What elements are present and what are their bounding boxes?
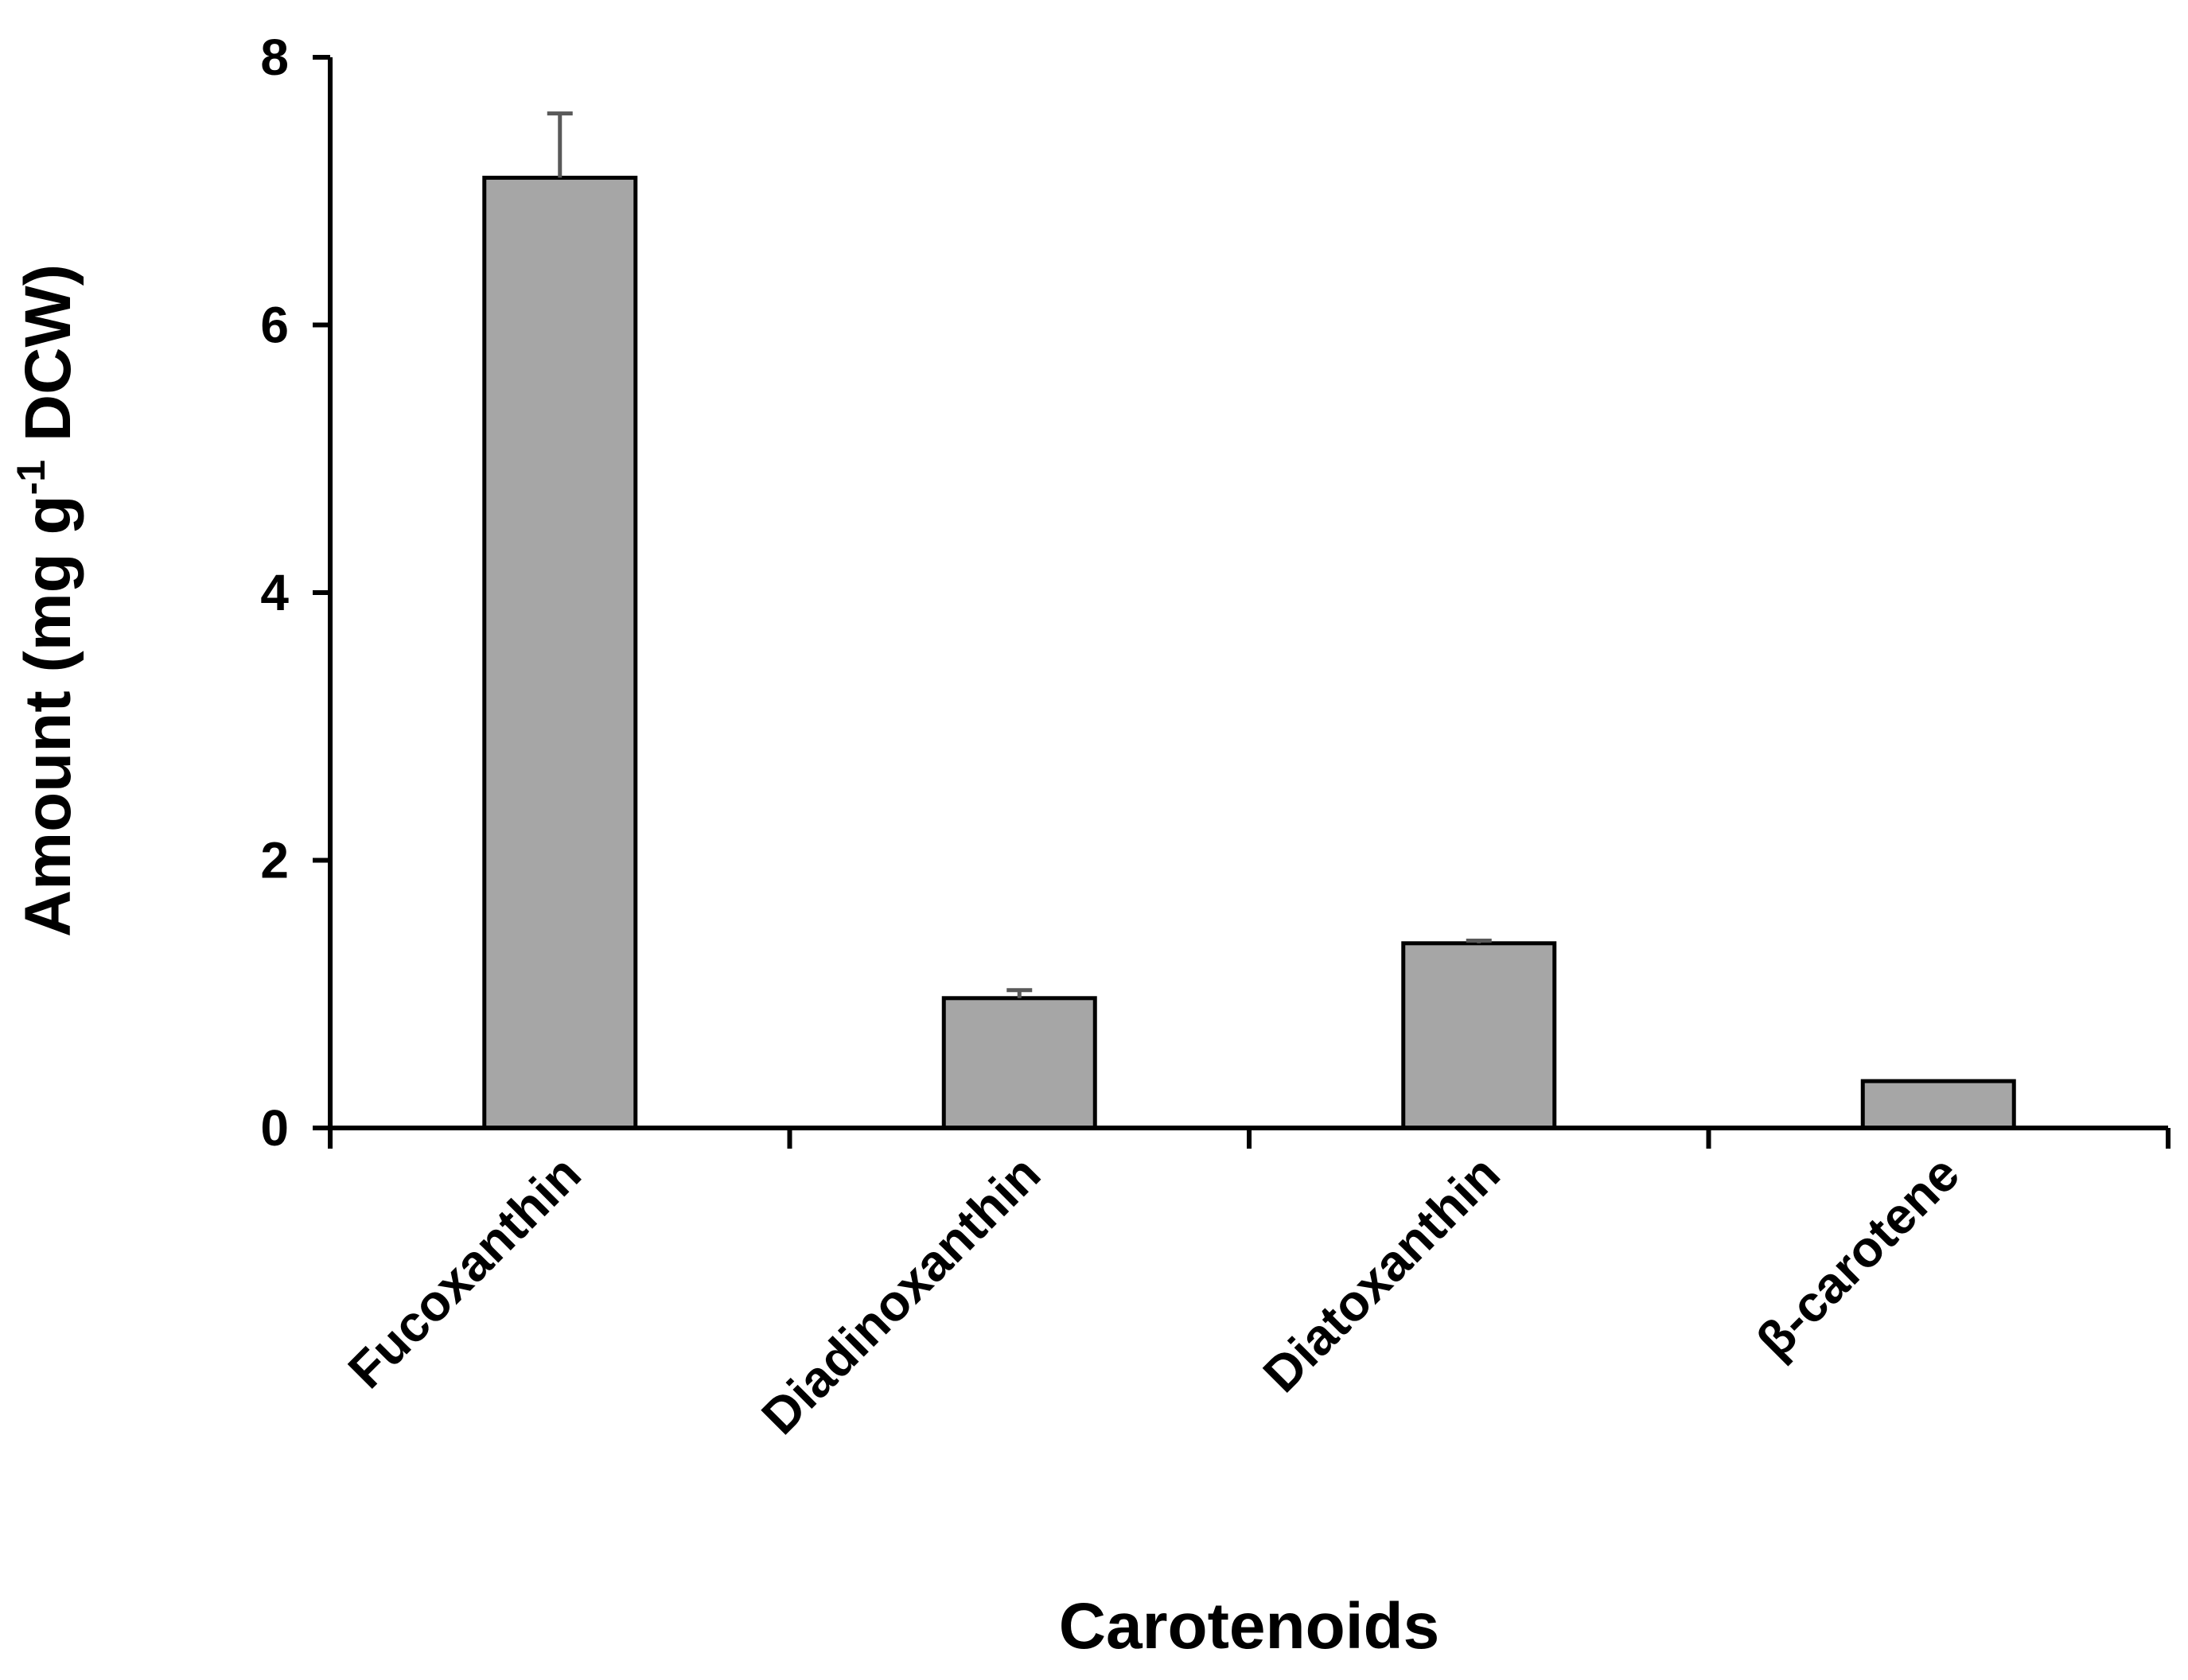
category-label: Fucoxanthin — [337, 1145, 592, 1399]
category-label: β-carotene — [1746, 1145, 1970, 1369]
y-axis-title-main: Amount (mg g — [12, 495, 84, 937]
y-ticks-group: 0 2 4 6 8 — [260, 29, 330, 1157]
y-axis-title-unit: DCW) — [12, 264, 84, 460]
y-axis-title-superscript: -1 — [9, 460, 53, 495]
y-tick-label: 6 — [260, 297, 289, 354]
error-bar — [547, 111, 573, 178]
y-axis-title: Amount (mg g-1 DCW) — [9, 264, 84, 937]
y-tick-label: 0 — [260, 1099, 289, 1157]
bar-3 — [1401, 941, 1557, 1130]
error-bar — [1006, 988, 1033, 998]
error-bars-group — [547, 111, 1492, 998]
y-tick-label: 4 — [260, 564, 289, 621]
category-labels-group: Fucoxanthin Diadinoxanthin Diatoxanthin β-c… — [337, 1145, 1970, 1445]
category-label: Diadinoxanthin — [750, 1145, 1051, 1445]
bar-4 — [1860, 1079, 2016, 1130]
x-ticks-group — [328, 1128, 2170, 1149]
category-label: Diatoxanthin — [1252, 1145, 1511, 1403]
y-tick-label: 8 — [260, 29, 289, 86]
y-tick-label: 2 — [260, 832, 289, 889]
bar-2 — [941, 996, 1097, 1130]
bar-1 — [482, 175, 638, 1130]
error-bar — [1466, 938, 1492, 943]
x-axis-title: Carotenoids — [1059, 1590, 1439, 1662]
bars-group — [482, 175, 2016, 1130]
